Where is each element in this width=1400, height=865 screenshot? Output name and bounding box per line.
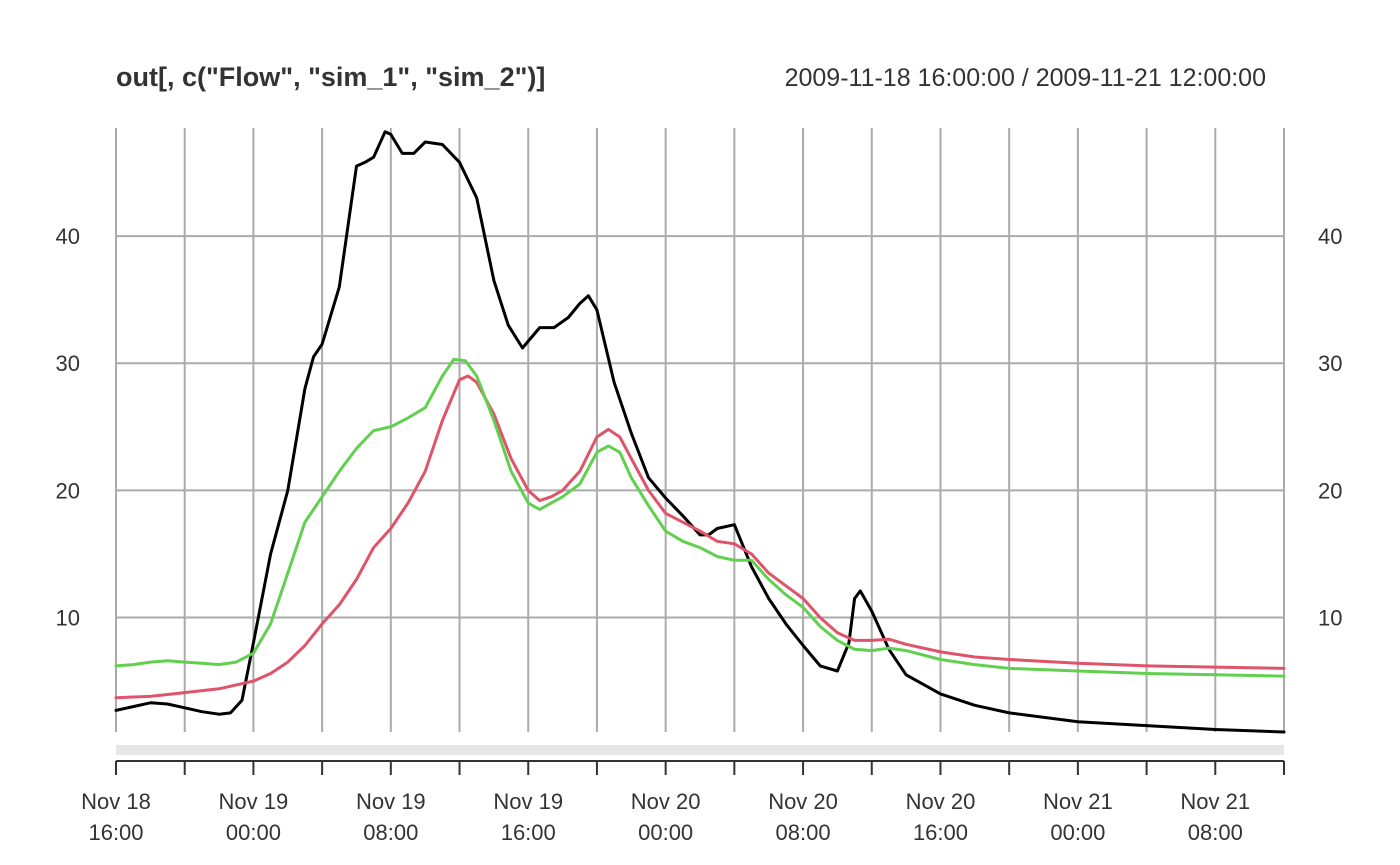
x-tick-label-time: 00:00 [1050, 820, 1105, 845]
x-tick-label-date: Nov 21 [1180, 789, 1250, 814]
chart-title: out[, c("Flow", "sim_1", "sim_2")] [116, 62, 545, 92]
x-tick-label-date: Nov 19 [356, 789, 426, 814]
series-line-sim-1 [114, 374, 1286, 700]
y-axis-left: 10 20 30 40 [56, 224, 80, 630]
y-tick-label-left: 40 [56, 224, 80, 249]
series-line-sim-2 [114, 357, 1286, 678]
y-tick-label-right: 30 [1318, 351, 1342, 376]
y-tick-label-left: 30 [56, 351, 80, 376]
x-tick-label-date: Nov 20 [631, 789, 701, 814]
y-tick-label-left: 10 [56, 606, 80, 631]
x-tick-label-date: Nov 20 [906, 789, 976, 814]
y-tick-label-right: 20 [1318, 478, 1342, 503]
x-tick-label-date: Nov 21 [1043, 789, 1113, 814]
series-line-flow [114, 130, 1286, 734]
x-tick-label-time: 08:00 [363, 820, 418, 845]
series-layer [114, 130, 1286, 734]
x-tick-label-date: Nov 18 [81, 789, 151, 814]
y-tick-label-right: 40 [1318, 224, 1342, 249]
x-tick-label-time: 00:00 [226, 820, 281, 845]
x-tick-label-time: 00:00 [638, 820, 693, 845]
x-tick-label-time: 08:00 [776, 820, 831, 845]
x-tick-label-date: Nov 19 [493, 789, 563, 814]
x-tick-label-time: 08:00 [1188, 820, 1243, 845]
x-axis-band [116, 745, 1284, 755]
x-tick-label-time: 16:00 [88, 820, 143, 845]
grid-layer [115, 128, 1285, 732]
chart-date-range: 2009-11-18 16:00:00 / 2009-11-21 12:00:0… [785, 64, 1266, 92]
y-tick-label-right: 10 [1318, 606, 1342, 631]
x-tick-label-time: 16:00 [913, 820, 968, 845]
x-tick-label-time: 16:00 [501, 820, 556, 845]
y-axis-right: 10 20 30 40 [1318, 224, 1342, 630]
x-tick-label-date: Nov 19 [219, 789, 289, 814]
y-tick-label-left: 20 [56, 478, 80, 503]
x-axis: Nov 18 16:00 Nov 19 00:00 Nov 19 08:00 Nov 19 1… [81, 745, 1285, 845]
x-tick-label-date: Nov 20 [768, 789, 838, 814]
